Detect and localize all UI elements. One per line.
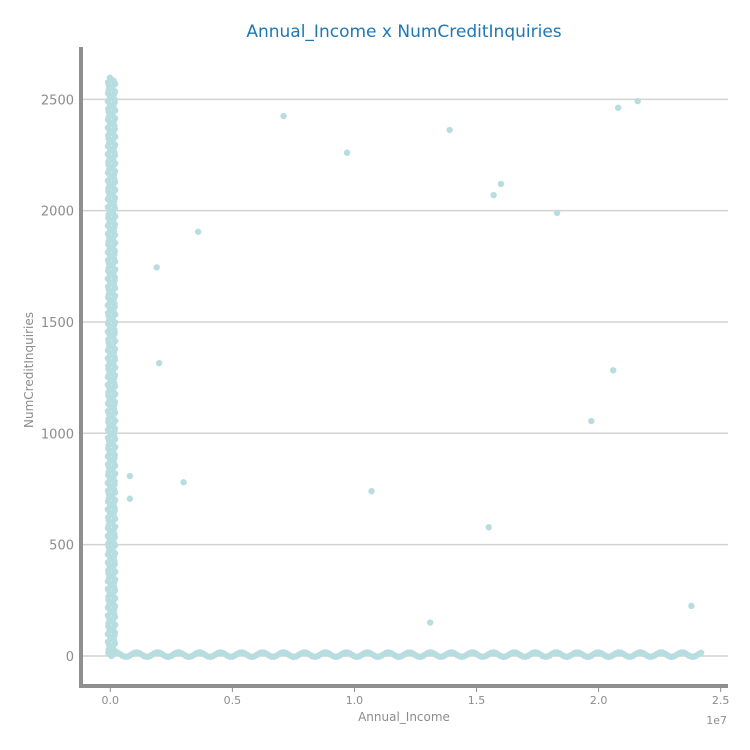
scatter-point — [497, 180, 505, 188]
scatter-point — [343, 149, 351, 156]
scatter-point — [426, 619, 434, 626]
scatter-point — [446, 126, 453, 134]
y-tick-label: 1000 — [41, 427, 74, 442]
scatter-point — [634, 97, 641, 105]
scatter-point — [485, 524, 492, 531]
scatter-point — [490, 191, 497, 199]
x-tick-label: 1.5 — [468, 694, 486, 707]
scatter-point — [153, 264, 160, 271]
x-tick-label: 2.5 — [712, 694, 730, 707]
scatter-point — [106, 74, 114, 81]
scatter-point — [588, 417, 595, 425]
y-tick-label: 500 — [49, 539, 74, 554]
x-axis-offset-label: 1e7 — [706, 714, 727, 727]
chart-title: Annual_Income x NumCreditInquiries — [246, 22, 561, 42]
scatter-point — [194, 228, 202, 235]
x-tick-label: 0.5 — [224, 694, 242, 707]
x-tick-label: 2.0 — [590, 694, 608, 707]
scatter-point — [155, 359, 163, 367]
scatter-point — [614, 104, 622, 111]
y-tick-label: 0 — [66, 650, 74, 665]
x-tick-label: 0.0 — [102, 694, 120, 707]
y-tick-label: 1500 — [41, 316, 74, 331]
x-axis-label: Annual_Income — [358, 710, 450, 724]
scatter-point — [368, 487, 375, 495]
scatter-point — [688, 602, 695, 610]
scatter-point — [180, 479, 187, 486]
y-tick-label: 2000 — [41, 205, 74, 220]
y-tick-label: 2500 — [41, 93, 74, 108]
scatter-point — [610, 367, 617, 374]
scatter-point — [553, 209, 561, 217]
scatter-points — [104, 74, 705, 661]
y-axis-label: NumCreditInquiries — [22, 312, 36, 428]
scatter-point — [280, 112, 287, 120]
scatter-point — [697, 649, 705, 656]
x-axis-ticks: 0.0 0.5 1.0 1.5 2.0 2.5 — [102, 687, 730, 707]
y-axis-ticks: 0 500 1000 1500 2000 2500 — [41, 93, 74, 665]
x-tick-label: 1.0 — [346, 694, 364, 707]
scatter-point — [126, 495, 134, 502]
scatter-point — [126, 472, 134, 480]
grid-lines — [81, 98, 728, 657]
